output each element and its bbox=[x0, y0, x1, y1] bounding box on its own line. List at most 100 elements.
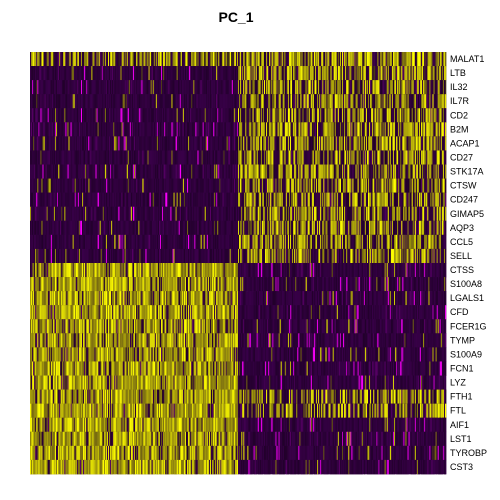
heatmap-cell bbox=[119, 122, 121, 137]
heatmap-cell bbox=[176, 178, 178, 193]
heatmap-cell bbox=[292, 108, 294, 123]
heatmap-cell bbox=[144, 136, 146, 151]
heatmap-cell bbox=[202, 80, 204, 95]
heatmap-cell bbox=[183, 178, 186, 193]
heatmap-cell bbox=[169, 94, 171, 109]
heatmap-cell bbox=[434, 108, 436, 123]
heatmap-cell bbox=[175, 52, 177, 67]
heatmap-cell bbox=[241, 66, 243, 81]
heatmap-cell bbox=[439, 94, 442, 109]
heatmap-cell bbox=[318, 66, 320, 81]
heatmap-cell bbox=[299, 94, 301, 109]
heatmap-cell bbox=[266, 52, 268, 67]
heatmap-cell bbox=[351, 52, 353, 67]
heatmap-cell bbox=[435, 66, 437, 81]
heatmap-cell bbox=[338, 164, 341, 179]
heatmap-cell bbox=[313, 164, 316, 179]
heatmap-cell bbox=[348, 150, 350, 165]
heatmap-cell bbox=[433, 52, 435, 67]
heatmap-cell bbox=[413, 80, 416, 95]
heatmap-cell bbox=[339, 94, 342, 109]
heatmap-cell bbox=[296, 108, 298, 123]
heatmap-cell bbox=[434, 66, 436, 81]
heatmap-cell bbox=[173, 52, 175, 67]
heatmap-cell bbox=[348, 136, 350, 151]
heatmap-cell bbox=[258, 192, 261, 208]
heatmap-cell bbox=[303, 164, 305, 179]
heatmap-cell bbox=[175, 108, 177, 123]
heatmap-cell bbox=[444, 52, 447, 67]
heatmap-cell bbox=[35, 164, 37, 179]
heatmap-cell bbox=[240, 94, 242, 109]
heatmap-cell bbox=[194, 52, 196, 67]
heatmap-cell bbox=[217, 192, 219, 208]
heatmap-cell bbox=[204, 66, 207, 81]
heatmap-cell bbox=[428, 66, 430, 81]
heatmap-cell bbox=[310, 150, 313, 165]
heatmap-cell bbox=[355, 94, 357, 109]
heatmap-cell bbox=[361, 192, 364, 208]
heatmap-cell bbox=[209, 164, 212, 179]
heatmap-cell bbox=[245, 136, 247, 151]
heatmap-cell bbox=[48, 178, 51, 193]
heatmap-cell bbox=[439, 178, 442, 193]
heatmap-cell bbox=[199, 150, 201, 165]
heatmap-cell bbox=[264, 192, 266, 208]
heatmap-cell bbox=[373, 52, 375, 67]
heatmap-cell bbox=[386, 192, 389, 208]
heatmap-cell bbox=[293, 66, 295, 81]
heatmap-cell bbox=[46, 122, 48, 137]
heatmap-cell bbox=[325, 136, 327, 151]
heatmap-cell bbox=[429, 108, 431, 123]
heatmap-cell bbox=[432, 122, 434, 137]
heatmap-cell bbox=[355, 164, 357, 179]
heatmap-cell bbox=[167, 94, 169, 109]
heatmap-cell bbox=[251, 178, 253, 193]
heatmap-cell bbox=[110, 164, 112, 179]
heatmap-cell bbox=[323, 80, 325, 95]
heatmap-cell bbox=[134, 94, 136, 109]
heatmap-cell bbox=[273, 178, 275, 193]
heatmap-cell bbox=[174, 80, 176, 95]
heatmap-cell bbox=[131, 122, 134, 137]
heatmap-cell bbox=[46, 192, 48, 208]
heatmap-cell bbox=[243, 150, 245, 165]
heatmap-cell bbox=[415, 80, 418, 95]
heatmap-cell bbox=[48, 122, 51, 137]
heatmap-cell bbox=[152, 136, 155, 151]
heatmap-cell bbox=[94, 192, 96, 208]
heatmap-cell bbox=[229, 192, 231, 208]
heatmap-cell bbox=[279, 94, 281, 109]
heatmap-cell bbox=[157, 192, 160, 208]
heatmap-cell bbox=[52, 136, 55, 151]
heatmap-cell bbox=[222, 178, 224, 193]
heatmap-cell bbox=[73, 52, 75, 67]
heatmap-cell bbox=[270, 108, 272, 123]
heatmap-cell bbox=[262, 80, 265, 95]
heatmap-cell bbox=[299, 164, 301, 179]
heatmap-cell bbox=[290, 108, 292, 123]
heatmap-cell bbox=[260, 150, 263, 165]
heatmap-cell bbox=[95, 66, 97, 81]
heatmap-cell bbox=[391, 164, 394, 179]
heatmap-cell bbox=[272, 52, 274, 67]
heatmap-cell bbox=[327, 108, 329, 123]
heatmap-cell bbox=[440, 122, 443, 137]
heatmap-cell bbox=[361, 122, 364, 137]
heatmap-cell bbox=[173, 122, 175, 137]
heatmap-cell bbox=[129, 66, 132, 81]
heatmap-cell bbox=[370, 178, 372, 193]
heatmap-cell bbox=[338, 136, 341, 151]
heatmap-cell bbox=[285, 108, 288, 123]
heatmap-cell bbox=[376, 150, 378, 165]
heatmap-cell bbox=[312, 192, 315, 208]
heatmap-cell bbox=[244, 178, 246, 193]
heatmap-cell bbox=[78, 108, 81, 123]
heatmap-cell bbox=[382, 94, 384, 109]
heatmap-cell bbox=[228, 164, 230, 179]
heatmap-cell bbox=[94, 150, 96, 165]
heatmap-cell bbox=[314, 94, 317, 109]
heatmap-cell bbox=[164, 108, 166, 123]
heatmap-cell bbox=[370, 52, 372, 67]
heatmap-cell bbox=[307, 150, 309, 165]
